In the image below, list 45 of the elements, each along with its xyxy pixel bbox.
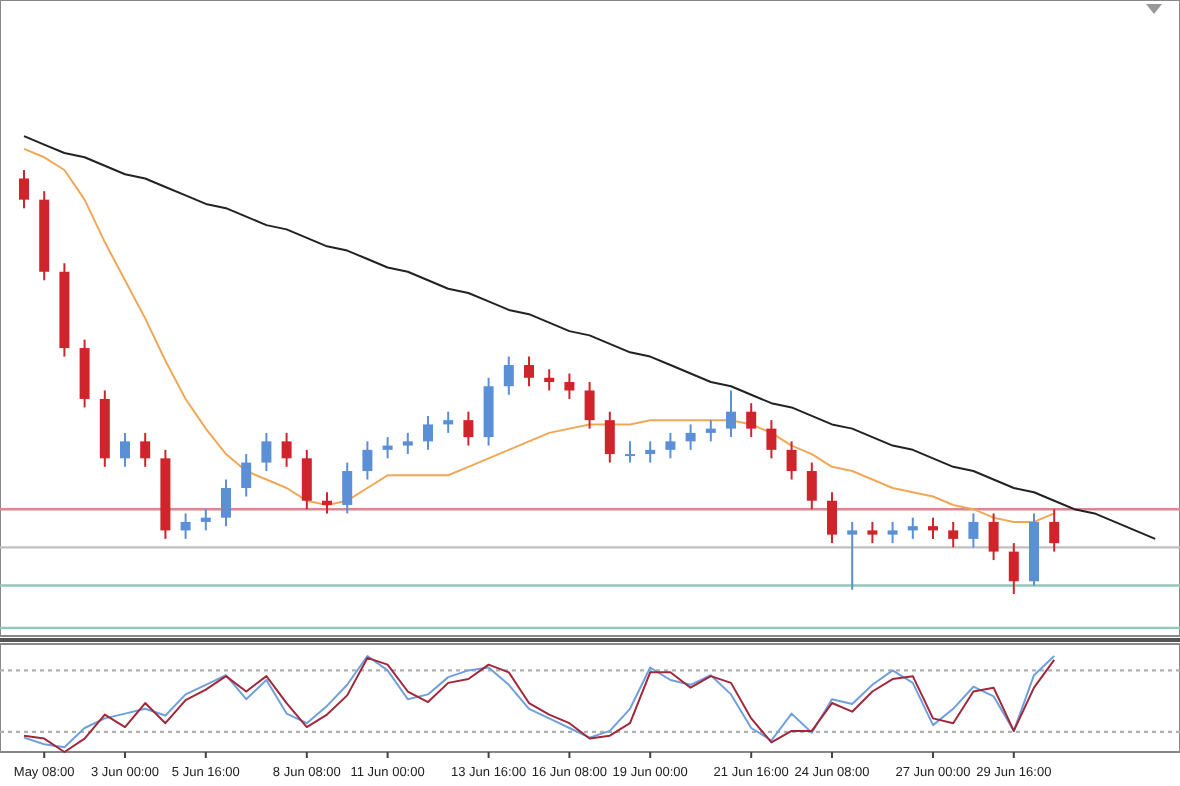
candlestick: [322, 491, 332, 515]
candlestick: [524, 355, 534, 388]
candlestick: [221, 478, 231, 528]
candlestick: [140, 431, 151, 468]
candlestick: [261, 431, 272, 473]
candlestick: [786, 440, 797, 481]
candlestick: [928, 516, 938, 540]
candlestick: [685, 423, 696, 451]
candlestick: [1049, 508, 1060, 553]
candlestick: [827, 491, 837, 545]
candlestick: [200, 508, 211, 532]
candlestick: [847, 520, 858, 591]
candlestick: [867, 520, 878, 545]
candlestick: [544, 368, 555, 392]
candlestick: [564, 372, 575, 400]
candlestick: [766, 419, 777, 460]
candlestick: [1008, 542, 1019, 595]
candlestick: [968, 512, 979, 549]
candlestick: [402, 431, 413, 456]
candlestick: [726, 389, 736, 439]
candlestick: [705, 419, 716, 443]
candlestick: [907, 516, 918, 540]
candlestick: [806, 461, 817, 511]
candlestick: [443, 410, 454, 434]
candlestick: [463, 410, 474, 447]
candlestick: [948, 520, 959, 549]
candlestick: [281, 431, 292, 468]
candlestick: [19, 169, 29, 210]
candlestick: [584, 381, 595, 430]
candlestick: [746, 402, 757, 439]
candlestick: [241, 453, 252, 498]
candlestick: [342, 461, 353, 515]
candlestick: [301, 448, 312, 511]
candlestick: [503, 355, 514, 396]
candlestick: [887, 520, 898, 545]
candlestick: [625, 440, 635, 464]
candlestick: [604, 410, 615, 464]
candlestick: [120, 431, 130, 468]
candlestick: [180, 512, 191, 540]
candlestick: [382, 436, 393, 460]
candlestick: [423, 414, 433, 451]
candlestick: [665, 431, 676, 460]
candlestick: [988, 512, 999, 562]
candlestick: [645, 440, 656, 464]
candlestick: [362, 440, 373, 481]
